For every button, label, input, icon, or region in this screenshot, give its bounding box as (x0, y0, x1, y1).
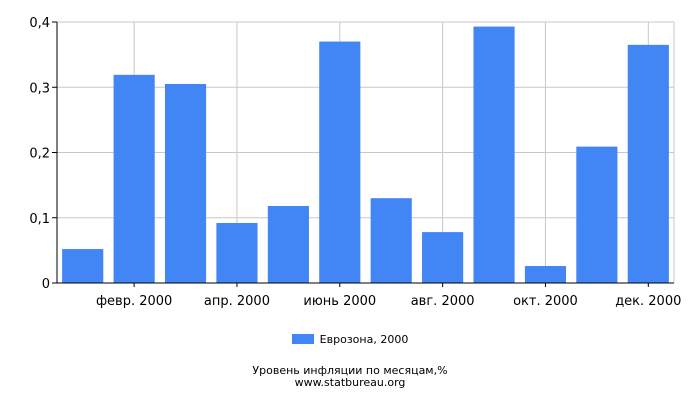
bar (627, 44, 669, 284)
source-link[interactable]: www.statbureau.org (294, 376, 406, 389)
bar (576, 146, 618, 283)
bar (216, 222, 258, 283)
legend: Еврозона, 2000 (0, 333, 700, 347)
bars (62, 26, 669, 284)
y-tick-label: 0,1 (29, 212, 50, 227)
x-tick-label: окт. 2000 (513, 294, 578, 309)
y-tick-label: 0,4 (29, 16, 50, 31)
bar (62, 249, 104, 283)
x-tick-labels: февр. 2000 апр. 2000 июнь 2000 авг. 2000 окт… (96, 294, 681, 309)
chart-footer: Уровень инфляции по месяцам,% www.statbu… (0, 365, 700, 389)
axes (52, 21, 674, 287)
bar (164, 83, 207, 283)
bar (473, 26, 515, 283)
bar (524, 266, 567, 283)
y-tick-label: 0,2 (29, 147, 50, 162)
chart-caption: Уровень инфляции по месяцам,% (252, 364, 448, 377)
legend-label: Еврозона, 2000 (319, 333, 409, 346)
y-tick-labels: 0 0,1 0,2 0,3 0,4 (29, 16, 50, 292)
bar (113, 74, 155, 283)
bar (422, 232, 464, 283)
legend-swatch (291, 334, 314, 344)
x-tick-label: апр. 2000 (204, 294, 270, 309)
x-tick-label: авг. 2000 (411, 294, 475, 309)
x-tick-label: июнь 2000 (303, 294, 376, 309)
y-tick-label: 0,3 (29, 81, 50, 96)
bar (267, 206, 309, 283)
x-tick-label: февр. 2000 (96, 294, 172, 309)
bar (370, 198, 412, 283)
y-tick-label: 0 (42, 277, 50, 292)
x-tick-label: дек. 2000 (615, 294, 681, 309)
bar (319, 41, 361, 284)
